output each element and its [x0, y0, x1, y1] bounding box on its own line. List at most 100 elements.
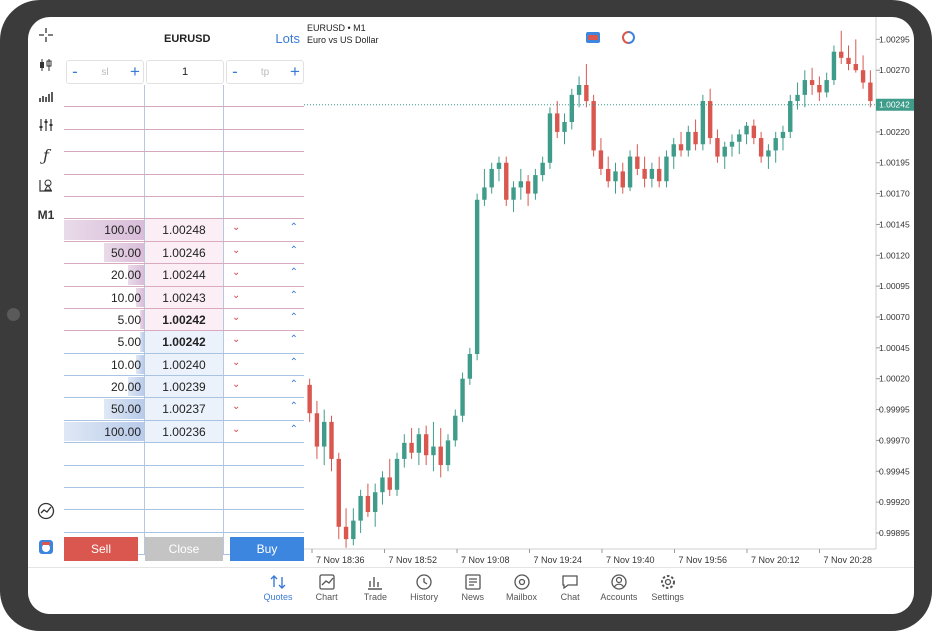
sell-limit-chevron-icon[interactable]: ⌄ — [232, 311, 241, 323]
ask-price-cell: 1.00242 — [145, 308, 223, 331]
settings-sliders-icon[interactable] — [34, 113, 58, 137]
ask-price-cell: 1.00243 — [145, 286, 223, 308]
sell-limit-chevron-icon[interactable]: ⌄ — [232, 423, 241, 435]
lots-toggle[interactable]: Lots — [275, 31, 300, 46]
buy-limit-chevron-icon[interactable]: ⌃ — [289, 311, 298, 323]
column-divider — [144, 107, 145, 129]
objects-icon[interactable] — [34, 173, 58, 197]
chart-canvas[interactable]: 1.00295 1.00270 1.00220 1.00195 1.00170 1.001… — [304, 17, 914, 567]
ask-level-row[interactable]: 10.00 1.00243 ⌄ ⌃ — [64, 286, 304, 309]
buy-limit-chevron-icon[interactable]: ⌃ — [289, 289, 298, 301]
dom-empty-row — [64, 510, 304, 533]
nav-item-news[interactable]: News — [448, 572, 498, 602]
sell-limit-chevron-icon[interactable]: ⌄ — [232, 222, 241, 234]
sl-field[interactable]: - sl + — [66, 60, 144, 84]
sell-limit-chevron-icon[interactable]: ⌄ — [232, 401, 241, 413]
buy-limit-chevron-icon[interactable]: ⌃ — [289, 423, 298, 435]
bid-level-row[interactable]: 100.00 1.00236 ⌄ ⌃ — [64, 420, 304, 444]
ask-actions-cell: ⌄ ⌃ — [224, 309, 304, 330]
column-divider — [223, 174, 224, 196]
sell-button[interactable]: Sell — [64, 537, 138, 561]
ask-level-row[interactable]: 20.00 1.00244 ⌄ ⌃ — [64, 264, 304, 287]
buy-limit-chevron-icon[interactable]: ⌃ — [289, 267, 298, 279]
tp-field[interactable]: - tp + — [226, 60, 304, 84]
bid-level-row[interactable]: 50.00 1.00237 ⌄ ⌃ — [64, 398, 304, 421]
buy-limit-chevron-icon[interactable]: ⌃ — [289, 379, 298, 391]
buy-limit-chevron-icon[interactable]: ⌃ — [289, 222, 298, 234]
tp-plus-button[interactable]: + — [290, 62, 300, 81]
ask-level-row[interactable]: 100.00 1.00248 ⌄ ⌃ — [64, 219, 304, 242]
price-chart[interactable]: 1.00295 1.00270 1.00220 1.00195 1.00170 1.001… — [304, 17, 914, 567]
column-divider — [144, 286, 145, 308]
one-click-badge-icon[interactable] — [586, 32, 600, 43]
sell-limit-chevron-icon[interactable]: ⌄ — [232, 244, 241, 256]
y-tick-label: 1.00295 — [879, 34, 910, 44]
y-tick-label: 0.99995 — [879, 405, 910, 415]
sell-limit-chevron-icon[interactable]: ⌄ — [232, 289, 241, 301]
candles-icon[interactable] — [34, 53, 58, 77]
column-divider — [144, 241, 145, 264]
ask-price-cell: 1.00244 — [145, 264, 223, 286]
nav-item-trade[interactable]: Trade — [350, 572, 400, 602]
bid-level-row[interactable]: 20.00 1.00239 ⌄ ⌃ — [64, 376, 304, 399]
one-click-trading-icon[interactable] — [34, 535, 58, 559]
buy-limit-chevron-icon[interactable]: ⌃ — [289, 334, 298, 346]
column-divider — [144, 264, 145, 286]
nav-item-chat[interactable]: Chat — [545, 572, 595, 602]
candle-body — [584, 85, 589, 102]
column-divider — [144, 353, 145, 376]
tp-minus-button[interactable]: - — [232, 62, 238, 81]
chart-title: EURUSD • M1 — [307, 23, 366, 33]
sell-limit-chevron-icon[interactable]: ⌄ — [232, 334, 241, 346]
nav-item-accounts[interactable]: Accounts — [594, 572, 644, 602]
dom-empty-row — [64, 488, 304, 511]
dom-empty-row — [64, 443, 304, 466]
sl-plus-button[interactable]: + — [130, 62, 140, 81]
indicator-icon[interactable] — [34, 499, 58, 523]
bid-actions-cell: ⌄ ⌃ — [224, 331, 304, 352]
nav-item-quotes[interactable]: Quotes — [253, 572, 303, 602]
column-divider — [223, 532, 224, 555]
bid-level-row[interactable]: 5.00 1.00242 ⌄ ⌃ — [64, 331, 304, 354]
candle-body — [656, 168, 662, 182]
buy-limit-chevron-icon[interactable]: ⌃ — [289, 244, 298, 256]
screen: ƒ M1 EURUSD Lots - sl + — [28, 17, 914, 614]
ask-actions-cell: ⌄ ⌃ — [224, 287, 304, 308]
candle-body — [402, 442, 407, 459]
ask-volume-bar — [140, 309, 144, 330]
ask-level-row[interactable]: 5.00 1.00242 ⌄ ⌃ — [64, 308, 304, 332]
candle-body — [788, 101, 793, 132]
signal-icon[interactable] — [622, 31, 635, 44]
candle-body — [474, 199, 480, 355]
bid-level-row[interactable]: 10.00 1.00240 ⌄ ⌃ — [64, 353, 304, 377]
ask-volume-cell: 5.00 — [64, 309, 144, 330]
buy-limit-chevron-icon[interactable]: ⌃ — [289, 356, 298, 368]
function-icon[interactable]: ƒ — [43, 145, 49, 165]
crosshair-icon[interactable] — [34, 23, 58, 47]
candle-body — [409, 442, 414, 453]
timeframe-button[interactable]: M1 — [37, 208, 55, 222]
nav-label: History — [410, 592, 439, 602]
buy-button[interactable]: Buy — [230, 537, 304, 561]
nav-item-chart[interactable]: Chart — [302, 572, 352, 602]
column-divider — [223, 286, 224, 308]
nav-item-settings[interactable]: Settings — [643, 572, 693, 602]
column-divider — [144, 443, 145, 465]
nav-item-mailbox[interactable]: Mailbox — [497, 572, 547, 602]
sell-limit-chevron-icon[interactable]: ⌄ — [232, 267, 241, 279]
buy-limit-chevron-icon[interactable]: ⌃ — [289, 401, 298, 413]
current-price-tag — [876, 98, 914, 111]
volume-field[interactable]: 1 — [146, 60, 224, 84]
home-button[interactable] — [7, 308, 20, 321]
candle-body — [751, 125, 757, 139]
close-button[interactable]: Close — [145, 537, 223, 561]
volume-icon[interactable] — [34, 84, 58, 108]
sell-limit-chevron-icon[interactable]: ⌄ — [232, 356, 241, 368]
sell-limit-chevron-icon[interactable]: ⌄ — [232, 379, 241, 391]
y-tick-label: 1.00270 — [879, 65, 910, 75]
nav-item-history[interactable]: History — [399, 572, 449, 602]
ask-price: 1.00248 — [162, 223, 206, 238]
sl-minus-button[interactable]: - — [72, 62, 78, 81]
candle-body — [635, 156, 640, 169]
ask-level-row[interactable]: 50.00 1.00246 ⌄ ⌃ — [64, 241, 304, 265]
